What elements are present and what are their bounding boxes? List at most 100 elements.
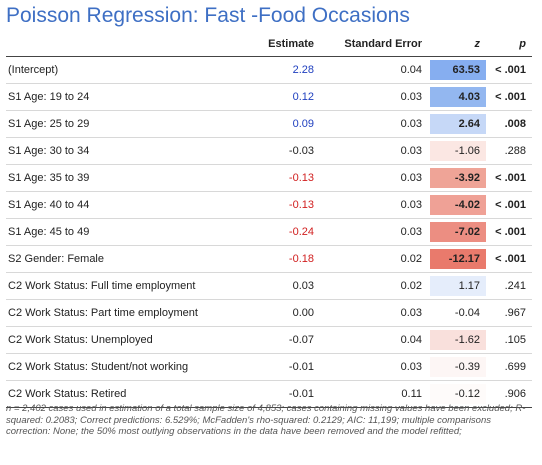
z-value: -0.12 [430, 384, 486, 404]
z-value: -3.92 [430, 168, 486, 188]
row-label: S1 Age: 35 to 39 [6, 164, 232, 192]
row-label: S1 Age: 25 to 29 [6, 110, 232, 138]
z-value: -1.62 [430, 330, 486, 350]
table-row: S1 Age: 19 to 24 0.12 0.03 4.03 < .001 [6, 83, 532, 111]
table-row: S1 Age: 40 to 44 -0.13 0.03 -4.02 < .001 [6, 191, 532, 219]
z-cell: 2.64 [428, 110, 486, 138]
z-cell: 4.03 [428, 83, 486, 111]
row-label: S1 Age: 40 to 44 [6, 191, 232, 219]
z-value: -4.02 [430, 195, 486, 215]
row-label: S1 Age: 30 to 34 [6, 137, 232, 165]
row-label: S2 Gender: Female [6, 245, 232, 273]
header-z: z [428, 32, 486, 57]
header-name [6, 32, 232, 57]
z-cell: -0.12 [428, 380, 486, 408]
z-value: 1.17 [430, 276, 486, 296]
z-cell: -0.39 [428, 353, 486, 381]
estimate-value: 0.09 [232, 110, 318, 138]
header-standard-error: Standard Error [318, 32, 428, 57]
row-label: S1 Age: 45 to 49 [6, 218, 232, 246]
p-value: < .001 [486, 56, 532, 84]
z-cell: -7.02 [428, 218, 486, 246]
footnote: n = 2,402 cases used in estimation of a … [6, 403, 526, 437]
table-body: (Intercept) 2.28 0.04 63.53 < .001 S1 Age: 19… [6, 56, 532, 408]
table-row: S1 Age: 35 to 39 -0.13 0.03 -3.92 < .001 [6, 164, 532, 192]
standard-error-value: 0.02 [318, 272, 428, 300]
row-label: C2 Work Status: Full time employment [6, 272, 232, 300]
p-value: .288 [486, 137, 532, 165]
z-cell: -3.92 [428, 164, 486, 192]
estimate-value: -0.03 [232, 137, 318, 165]
estimate-value: 2.28 [232, 56, 318, 84]
p-value: .241 [486, 272, 532, 300]
estimate-value: -0.07 [232, 326, 318, 354]
table-row: S1 Age: 45 to 49 -0.24 0.03 -7.02 < .001 [6, 218, 532, 246]
estimate-value: -0.13 [232, 164, 318, 192]
standard-error-value: 0.03 [318, 218, 428, 246]
p-value: .008 [486, 110, 532, 138]
standard-error-value: 0.04 [318, 56, 428, 84]
row-label: C2 Work Status: Student/not working [6, 353, 232, 381]
estimate-value: 0.00 [232, 299, 318, 327]
row-label: C2 Work Status: Part time employment [6, 299, 232, 327]
p-value: < .001 [486, 245, 532, 273]
z-cell: -0.04 [428, 299, 486, 327]
table-row: C2 Work Status: Unemployed -0.07 0.04 -1.62… [6, 326, 532, 354]
page-title: Poisson Regression: Fast -Food Occasions [6, 4, 410, 27]
table-row: (Intercept) 2.28 0.04 63.53 < .001 [6, 56, 532, 84]
standard-error-value: 0.04 [318, 326, 428, 354]
row-label: C2 Work Status: Unemployed [6, 326, 232, 354]
standard-error-value: 0.03 [318, 191, 428, 219]
row-label: S1 Age: 19 to 24 [6, 83, 232, 111]
table-row: S1 Age: 25 to 29 0.09 0.03 2.64.008 [6, 110, 532, 138]
z-value: -12.17 [430, 249, 486, 269]
standard-error-value: 0.03 [318, 299, 428, 327]
estimate-value: 0.03 [232, 272, 318, 300]
table-header: Estimate Standard Error z p [6, 32, 532, 57]
table-row: C2 Work Status: Part time employment 0.00… [6, 299, 532, 327]
estimate-value: -0.13 [232, 191, 318, 219]
z-value: 2.64 [430, 114, 486, 134]
standard-error-value: 0.03 [318, 353, 428, 381]
standard-error-value: 0.03 [318, 137, 428, 165]
estimate-value: -0.01 [232, 353, 318, 381]
estimate-value: 0.12 [232, 83, 318, 111]
z-value: -7.02 [430, 222, 486, 242]
table-row: C2 Work Status: Student/not working -0.01… [6, 353, 532, 381]
z-value: -1.06 [430, 141, 486, 161]
estimate-value: -0.18 [232, 245, 318, 273]
table-row: S1 Age: 30 to 34 -0.03 0.03 -1.06.288 [6, 137, 532, 165]
p-value: < .001 [486, 218, 532, 246]
table-row: C2 Work Status: Full time employment 0.03… [6, 272, 532, 300]
estimate-value: -0.24 [232, 218, 318, 246]
z-value: 63.53 [430, 60, 486, 80]
z-value: -0.39 [430, 357, 486, 377]
z-value: -0.04 [430, 303, 486, 323]
p-value: .699 [486, 353, 532, 381]
regression-table: Estimate Standard Error z p (Intercept) 2… [6, 32, 532, 408]
p-value: < .001 [486, 83, 532, 111]
z-cell: -12.17 [428, 245, 486, 273]
table-row: C2 Work Status: Retired -0.01 0.11 -0.12.90… [6, 380, 532, 408]
row-label: C2 Work Status: Retired [6, 380, 232, 408]
p-value: .105 [486, 326, 532, 354]
z-cell: -1.06 [428, 137, 486, 165]
p-value: < .001 [486, 164, 532, 192]
p-value: < .001 [486, 191, 532, 219]
standard-error-value: 0.11 [318, 380, 428, 408]
z-cell: -1.62 [428, 326, 486, 354]
p-value: .967 [486, 299, 532, 327]
header-p: p [486, 32, 532, 57]
z-cell: 1.17 [428, 272, 486, 300]
standard-error-value: 0.03 [318, 110, 428, 138]
estimate-value: -0.01 [232, 380, 318, 408]
z-cell: 63.53 [428, 56, 486, 84]
standard-error-value: 0.02 [318, 245, 428, 273]
table-row: S2 Gender: Female -0.18 0.02 -12.17 < .001 [6, 245, 532, 273]
standard-error-value: 0.03 [318, 83, 428, 111]
standard-error-value: 0.03 [318, 164, 428, 192]
z-cell: -4.02 [428, 191, 486, 219]
z-value: 4.03 [430, 87, 486, 107]
header-estimate: Estimate [232, 32, 318, 57]
p-value: .906 [486, 380, 532, 408]
